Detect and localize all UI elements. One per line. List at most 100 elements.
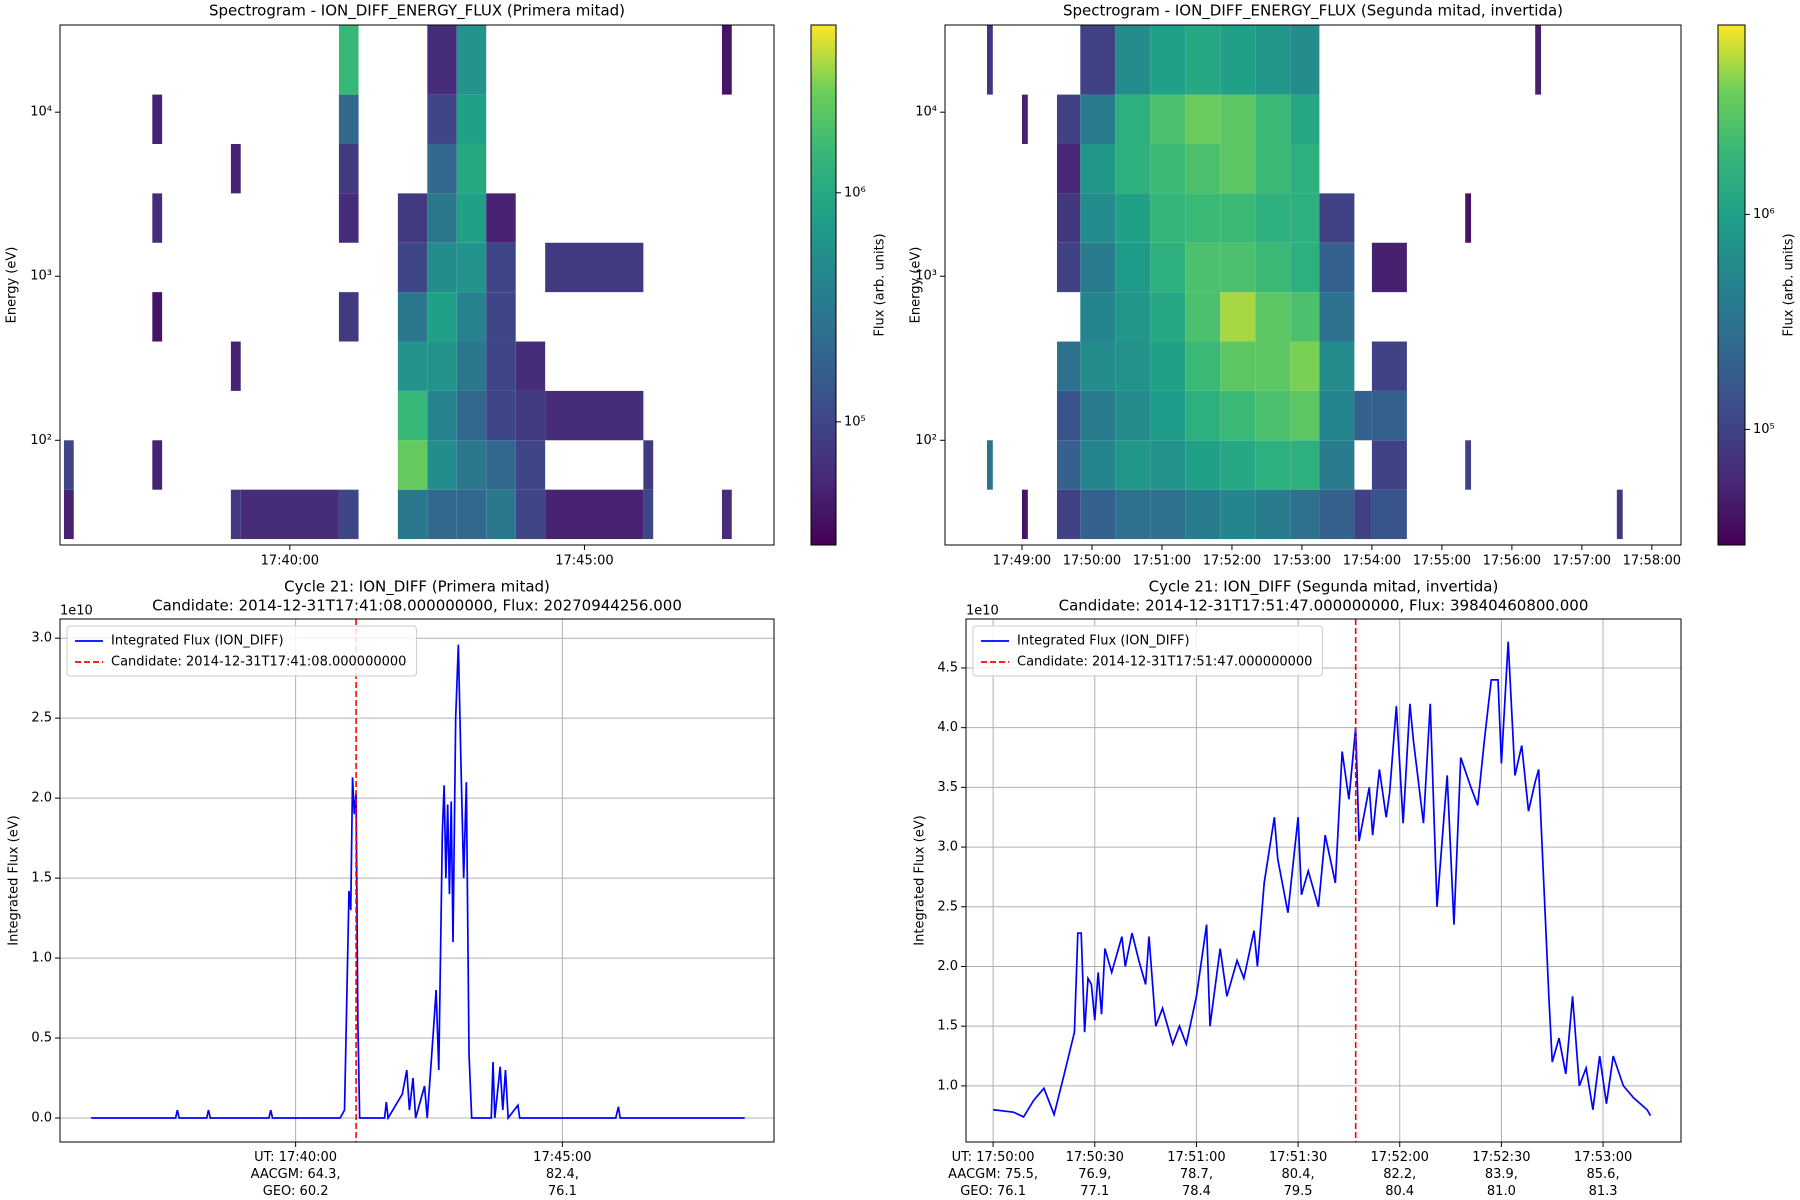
heatmap-cell xyxy=(152,292,163,342)
y-tick-label: 10⁴ xyxy=(915,105,937,120)
heatmap-cell xyxy=(1115,390,1151,441)
y-tick-label: 1.5 xyxy=(937,1019,958,1034)
heatmap-cell xyxy=(1319,341,1355,391)
heatmap-cell xyxy=(721,489,732,540)
chart-title: Spectrogram - ION_DIFF_ENERGY_FLUX (Prim… xyxy=(209,2,625,21)
heatmap-cell xyxy=(1185,440,1221,490)
colorbar-tick-label: 10⁶ xyxy=(844,185,866,200)
axes-frame xyxy=(59,24,775,546)
y-tick-label: 1.0 xyxy=(937,1078,958,1093)
heatmap-cell xyxy=(456,242,487,293)
heatmap-cell xyxy=(721,25,732,95)
heatmap-cell xyxy=(1255,440,1291,490)
x-tick-label: 17:51:00 78.7, 78.4 xyxy=(1167,1150,1226,1199)
heatmap-cell xyxy=(1021,489,1028,540)
heatmap-cell xyxy=(456,193,487,243)
heatmap-cell xyxy=(1255,94,1291,144)
heatmap-cell xyxy=(1371,341,1407,391)
x-tick-label: 17:52:00 xyxy=(1203,554,1261,569)
legend-label: Integrated Flux (ION_DIFF) xyxy=(1017,634,1190,649)
heatmap-cell xyxy=(986,25,993,95)
heatmap-cell xyxy=(486,489,516,540)
heatmap-cell xyxy=(1290,193,1320,243)
y-axis-label: Integrated Flux (eV) xyxy=(913,815,928,945)
heatmap-cell xyxy=(1371,242,1407,293)
y-tick-label: 10³ xyxy=(30,269,52,284)
heatmap-cell xyxy=(1255,292,1291,342)
heatmap-cell xyxy=(456,143,487,194)
heatmap-cell xyxy=(1290,292,1320,342)
x-tick-label: 17:51:00 xyxy=(1133,554,1191,569)
heatmap-cell xyxy=(456,440,487,490)
y-tick-label: 4.0 xyxy=(937,720,958,735)
x-tick-label: 17:49:00 xyxy=(993,554,1051,569)
heatmap-cell xyxy=(1220,94,1256,144)
heatmap-cell xyxy=(63,489,74,540)
y-tick-label: 0.5 xyxy=(31,1031,52,1046)
heatmap-cell xyxy=(515,341,546,391)
heatmap-cell xyxy=(456,94,487,144)
heatmap-cell xyxy=(1080,94,1116,144)
heatmap-cell xyxy=(1319,440,1355,490)
heatmap-cell xyxy=(1115,94,1151,144)
x-tick-label: 17:50:00 xyxy=(1063,554,1121,569)
x-tick-label: 17:53:00 xyxy=(1273,554,1331,569)
y-tick-label: 10⁴ xyxy=(30,105,52,120)
x-tick-label: 17:56:00 xyxy=(1483,554,1541,569)
heatmap-cell xyxy=(1371,440,1407,490)
y-tick-label: 2.0 xyxy=(937,959,958,974)
heatmap-cell xyxy=(240,489,339,540)
heatmap-cell xyxy=(1056,94,1081,144)
colorbar-tick-label: 10⁶ xyxy=(1753,207,1775,222)
heatmap-cell xyxy=(397,440,428,490)
colorbar xyxy=(810,24,837,546)
heatmap-cell xyxy=(1150,390,1186,441)
heatmap-cell xyxy=(486,242,516,293)
heatmap-cell xyxy=(1290,440,1320,490)
heatmap-cell xyxy=(1080,143,1116,194)
heatmap-cell xyxy=(1080,341,1116,391)
axes-frame xyxy=(944,24,1682,546)
heatmap-cell xyxy=(1535,25,1542,95)
x-tick-label: 17:57:00 xyxy=(1553,554,1611,569)
heatmap-cell xyxy=(1290,341,1320,391)
x-tick-label: 17:53:00 85.6, 81.3 xyxy=(1573,1150,1633,1199)
y-axis-label: Energy (eV) xyxy=(909,247,924,324)
heatmap-cell xyxy=(1080,489,1116,540)
y-offset-label: 1e10 xyxy=(60,604,93,619)
y-tick-label: 3.5 xyxy=(937,780,958,795)
heatmap-cell xyxy=(1056,390,1081,441)
heatmap-cell xyxy=(1319,390,1355,441)
y-tick-label: 3.0 xyxy=(937,840,958,855)
heatmap-cell xyxy=(338,143,359,194)
heatmap-cell xyxy=(230,489,241,540)
heatmap-cell xyxy=(1616,489,1623,540)
heatmap-cell xyxy=(1354,489,1372,540)
y-offset-label: 1e10 xyxy=(966,604,999,619)
heatmap-cell xyxy=(456,25,487,95)
heatmap-cell xyxy=(1465,440,1472,490)
heatmap-cell xyxy=(397,341,428,391)
heatmap-cell xyxy=(1056,242,1081,293)
heatmap-cell xyxy=(1220,25,1256,95)
heatmap-cell xyxy=(515,489,546,540)
heatmap-cell xyxy=(397,242,428,293)
heatmap-cell xyxy=(427,143,457,194)
heatmap-cell xyxy=(486,341,516,391)
heatmap-cell xyxy=(1290,25,1320,95)
heatmap-cell xyxy=(397,193,428,243)
heatmap-cell xyxy=(1056,193,1081,243)
heatmap-cell xyxy=(456,390,487,441)
heatmap-cell xyxy=(1220,143,1256,194)
x-tick-label: 17:50:30 76.9, 77.1 xyxy=(1065,1150,1124,1199)
heatmap-cell xyxy=(1185,143,1221,194)
heatmap-cell xyxy=(1220,489,1256,540)
chart-title: Cycle 21: ION_DIFF (Primera mitad) xyxy=(284,578,550,597)
heatmap-cell xyxy=(1290,390,1320,441)
heatmap-cell xyxy=(1185,25,1221,95)
legend-label: Integrated Flux (ION_DIFF) xyxy=(111,634,284,649)
y-tick-label: 4.5 xyxy=(937,660,958,675)
heatmap-cell xyxy=(986,440,993,490)
heatmap-cell xyxy=(1465,193,1472,243)
